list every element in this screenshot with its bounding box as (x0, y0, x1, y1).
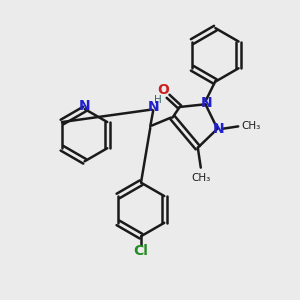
Text: Cl: Cl (134, 244, 148, 258)
Text: CH₃: CH₃ (241, 122, 260, 131)
Text: O: O (157, 83, 169, 97)
Text: H: H (154, 95, 161, 105)
Text: N: N (79, 99, 90, 113)
Text: CH₃: CH₃ (191, 173, 210, 183)
Text: N: N (201, 96, 212, 110)
Text: N: N (148, 100, 160, 115)
Text: N: N (213, 122, 224, 136)
